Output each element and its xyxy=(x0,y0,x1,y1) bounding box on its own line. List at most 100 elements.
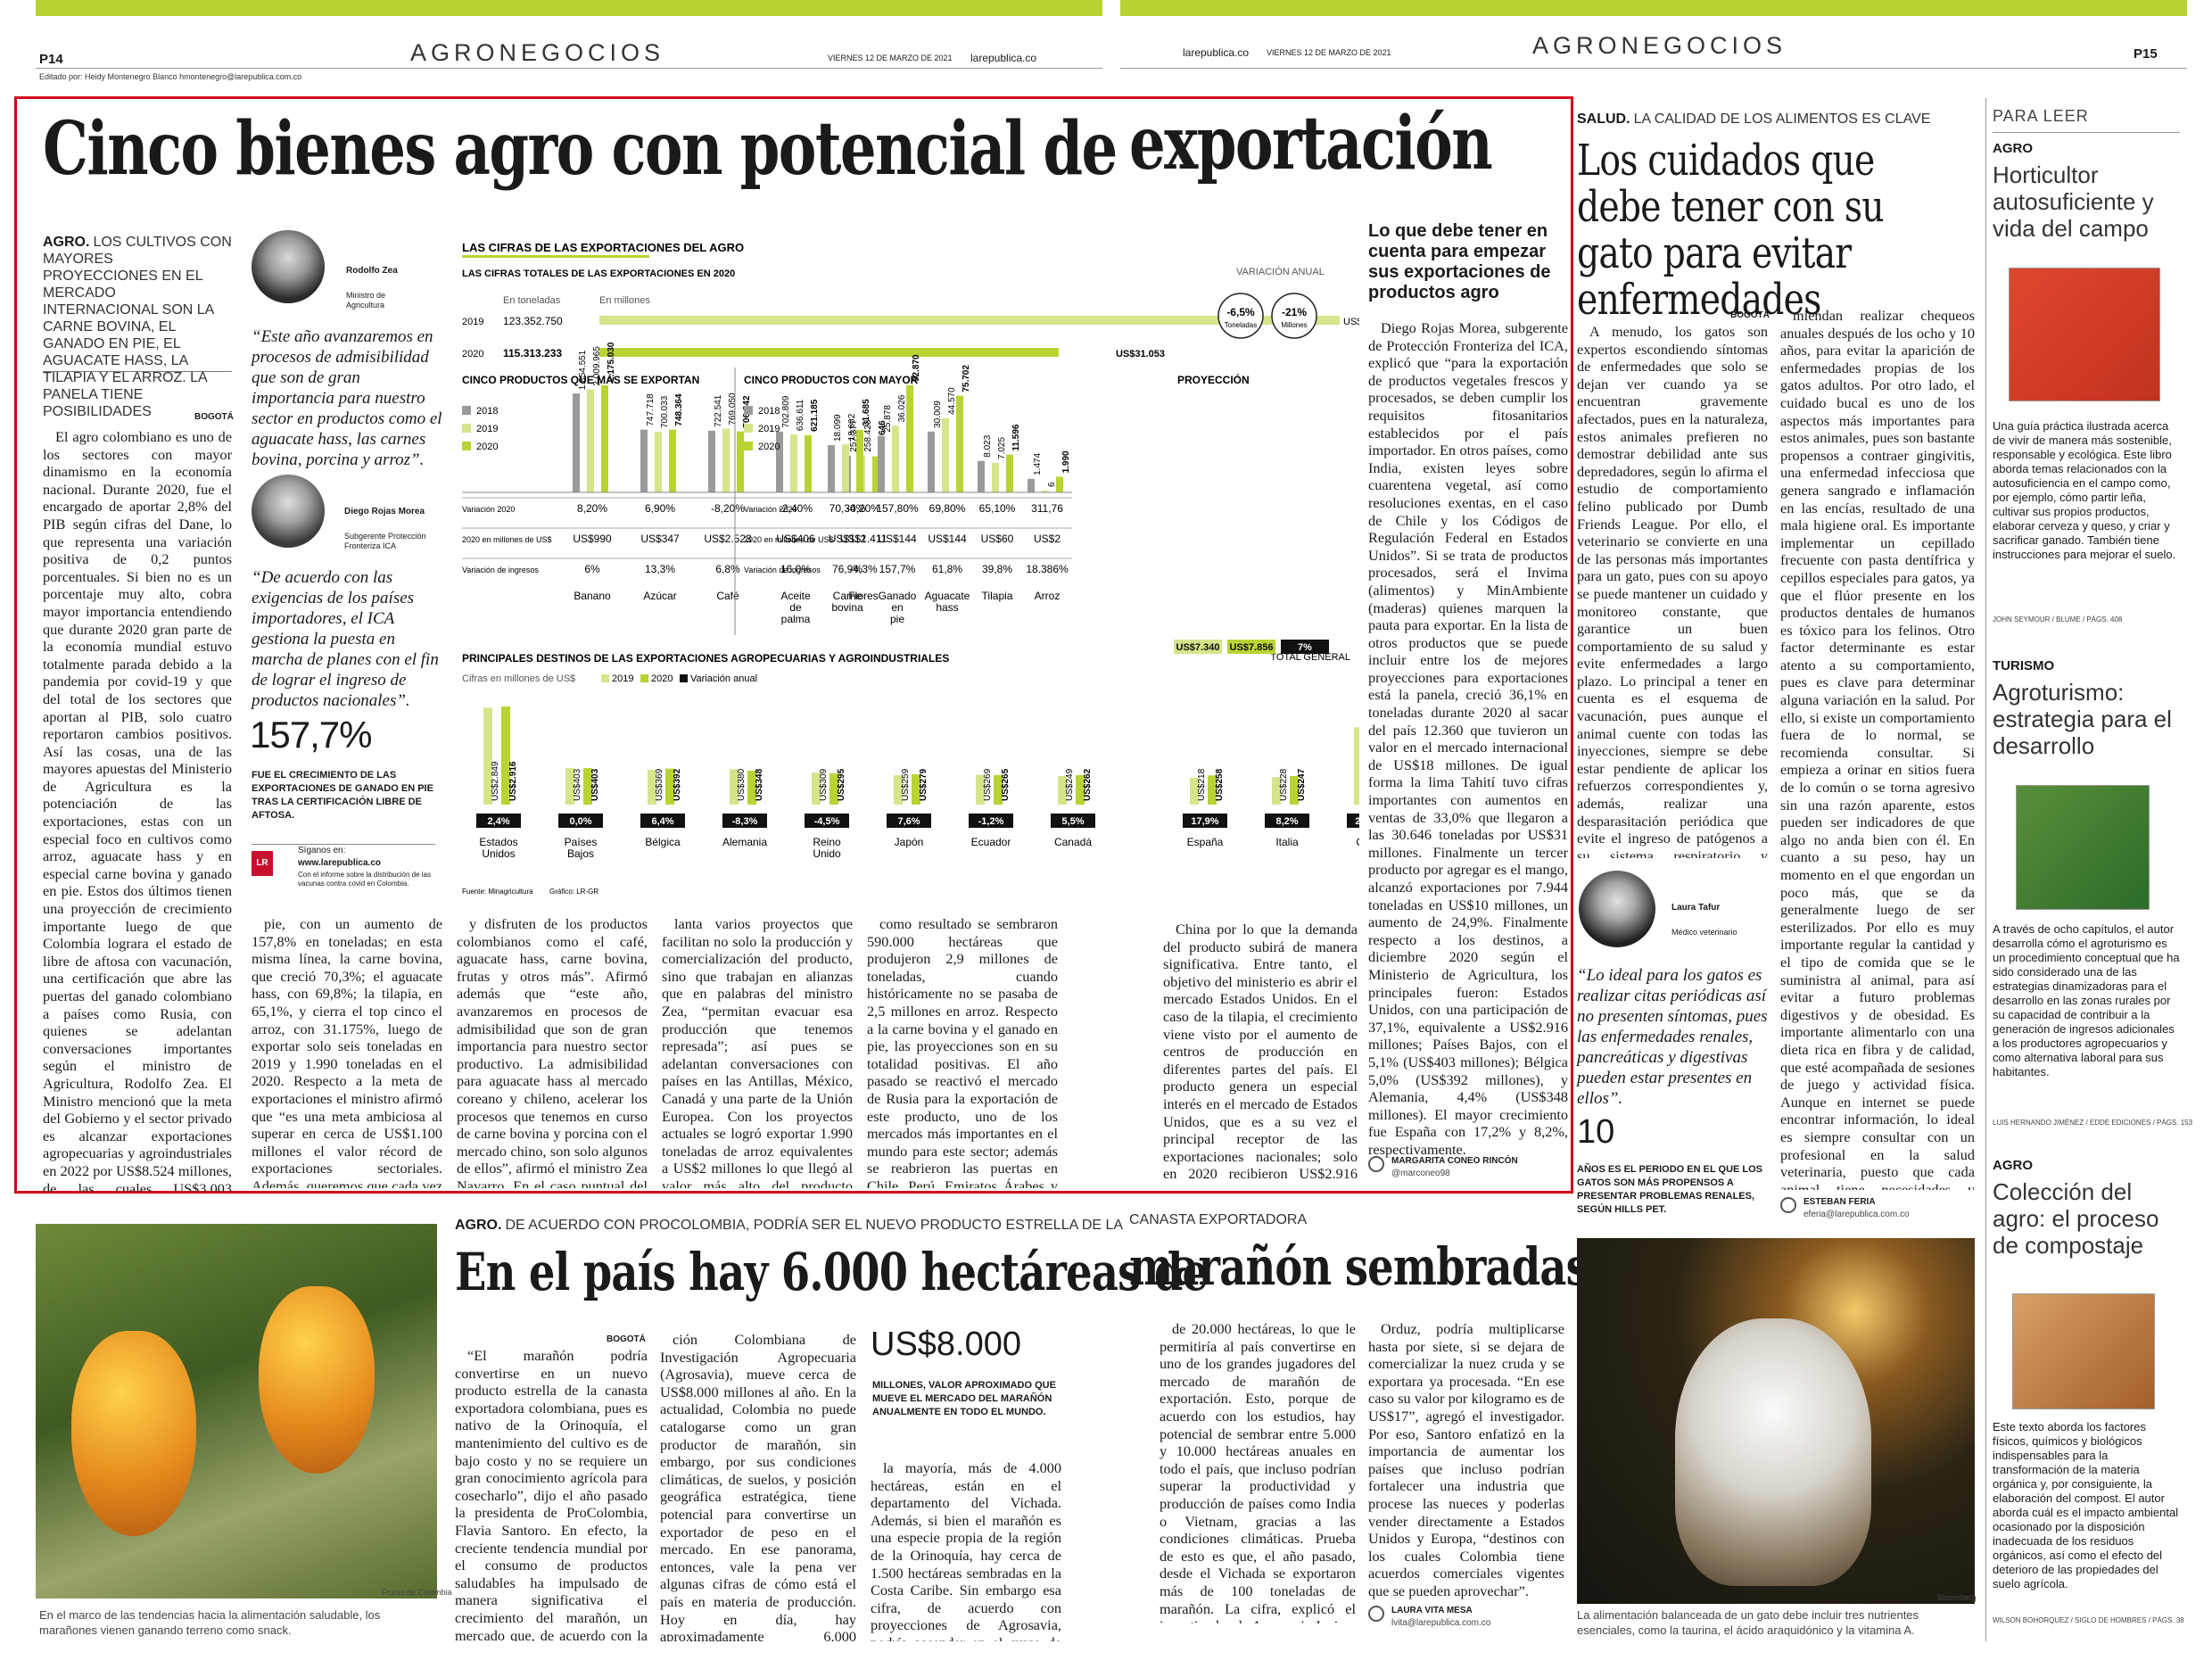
dest-bar xyxy=(648,769,656,805)
maranon-deck-b: CANASTA EXPORTADORA xyxy=(1129,1212,1308,1227)
proj-bar-label: 75.702 xyxy=(962,365,971,392)
lower-body-col2: y disfruten de los productos colombianos… xyxy=(457,915,648,1188)
dest-bar xyxy=(501,706,510,805)
cashew-photo-credit: Frutas de Colombia xyxy=(382,1588,452,1597)
proj-bar-label: 92.870 xyxy=(912,354,921,382)
proj-bar xyxy=(1028,478,1035,492)
top5-bar-label: 769.050 xyxy=(728,392,738,425)
maranon-col2: ción Colombiana de Investigación Agropec… xyxy=(660,1331,856,1641)
book3-cover xyxy=(2012,1293,2155,1409)
dest-variation-box xyxy=(887,814,931,828)
gato-kicker: SALUD. xyxy=(1577,112,1630,127)
proj-row-value: 39,8% xyxy=(982,563,1012,575)
highlight-frame xyxy=(14,96,1573,1194)
header-rule-left xyxy=(36,68,1102,69)
top5-row-value: 6,8% xyxy=(715,563,740,575)
dest-category-label: Países xyxy=(565,836,598,848)
dest-category-label: Bajos xyxy=(567,847,594,860)
proj-category-label: en xyxy=(891,601,903,614)
top5-bar-label: 2.175.030 xyxy=(607,342,616,382)
variation-title: VARIACIÓN ANUAL xyxy=(1236,266,1325,277)
totals-tons-label: 115.313.233 xyxy=(503,347,562,359)
dest-category-label: Reino xyxy=(813,836,841,848)
dest-variation-box xyxy=(805,814,849,828)
dest-bar-label: US$2.849 xyxy=(491,761,500,801)
proj-category-label: Arroz xyxy=(1035,590,1061,602)
variation-unit: Toneladas xyxy=(1225,321,1257,329)
side-body-text: Diego Rojas Morea, subgerente de Protecc… xyxy=(1368,319,1568,1158)
cashew-photo xyxy=(36,1224,437,1599)
dest-bar xyxy=(812,772,821,805)
top5-bar xyxy=(872,456,879,492)
proj-bar-label: 30.009 xyxy=(933,401,943,428)
site-right: larepublica.co xyxy=(1183,46,1250,59)
proj-category-label: Carne xyxy=(833,590,863,602)
gato-col2-text: miendan realizar chequeos anuales despué… xyxy=(1780,307,1975,1190)
lower-body-col3: lanta varios proyectos que facilitan no … xyxy=(662,915,853,1188)
diego-rojas-avatar xyxy=(252,475,325,548)
proj-bar xyxy=(856,429,863,492)
maranon-kicker: AGRO. xyxy=(455,1218,502,1233)
proj-row-value: US$144 xyxy=(878,533,917,545)
page-date-left: VIERNES 12 DE MARZO DE 2021 xyxy=(828,54,953,62)
top5-bar-label: 257.377 xyxy=(849,419,859,452)
top5-row-value: -4,3% xyxy=(849,563,878,575)
dest-bar xyxy=(583,768,592,805)
dest-bar-label: US$392 xyxy=(673,768,682,801)
dest-bar xyxy=(665,768,674,805)
maranon-col1: “El marañón podría convertirse en un nue… xyxy=(455,1347,648,1641)
proj-row-value: 157,7% xyxy=(879,563,916,575)
proj-bar xyxy=(956,395,963,492)
dest-variation-box xyxy=(1051,814,1095,828)
follow-link[interactable]: www.larepublica.co xyxy=(298,858,381,868)
lower-body-col5-text: China por lo que la demanda del producto… xyxy=(1163,921,1358,1179)
top5-bar-label: 722.541 xyxy=(714,394,723,427)
proj-bar xyxy=(978,460,985,492)
site-left: larepublica.co xyxy=(970,52,1037,64)
maranon-byline-icon xyxy=(1368,1606,1384,1622)
main-deck: AGRO. LOS CULTIVOS CON MAYORES PROYECCIO… xyxy=(43,234,232,420)
dest-category-label: Japón xyxy=(895,836,924,848)
proj-bar-label: 6 xyxy=(1047,482,1057,487)
header-accent-bar-left xyxy=(36,0,1102,16)
top5-bar-label: 748.364 xyxy=(674,393,684,426)
book1-title: Horticultor autosuficiente y vida del ca… xyxy=(1993,161,2154,242)
top5-row-value: 16,0% xyxy=(780,563,811,575)
book2-kicker: TURISMO xyxy=(1993,658,2055,673)
stat-value: 157,7% xyxy=(250,714,372,756)
top5-bar xyxy=(601,385,608,492)
proj-row-value: US$2 xyxy=(1034,533,1061,545)
page-date-right: VIERNES 12 DE MARZO DE 2021 xyxy=(1267,48,1391,57)
top5-category-label: Flores xyxy=(848,590,878,602)
laura-tafur-avatar xyxy=(1579,871,1655,947)
proj-bar-label: 25.878 xyxy=(883,405,893,433)
proj-bar xyxy=(878,435,885,492)
dest-bar xyxy=(730,769,739,805)
maranon-deck: DE ACUERDO CON PROCOLOMBIA, PODRÍA SER E… xyxy=(505,1218,1124,1233)
maranon-byline-email: lvita@larepublica.com.co xyxy=(1391,1618,1491,1628)
dest-bar-label: US$369 xyxy=(655,768,664,801)
dest-bar-label: US$380 xyxy=(737,768,747,801)
dest-category-label: Italia xyxy=(1275,836,1299,848)
dest-variation-box xyxy=(476,814,521,828)
top5-row-label: 2020 en millones de US$ xyxy=(462,535,552,544)
proj-row-label: Variación de ingresos xyxy=(744,566,821,574)
proj-title: CINCO PRODUCTOS CON MAYOR xyxy=(744,374,919,386)
maranon-col1-text: “El marañón podría convertirse en un nue… xyxy=(455,1347,648,1641)
top5-legend-swatch xyxy=(462,424,471,433)
maranon-headline-part2: marañón sembradas xyxy=(1129,1236,1589,1297)
variation-value: -6,5% xyxy=(1226,306,1255,318)
proj-row-value: US$60 xyxy=(981,533,1014,545)
dest-variation-value: 7,6% xyxy=(897,816,920,827)
proj-bar-label: 8.023 xyxy=(983,434,993,457)
lower-body-col1: pie, con un aumento de 157,8% en tonelad… xyxy=(252,915,442,1188)
proj-row-value: US$144 xyxy=(928,533,967,545)
dest-unit: Cifras en millones de US$ xyxy=(462,673,575,684)
top5-bar xyxy=(722,428,730,492)
proj-category-label: Tilapia xyxy=(982,590,1013,602)
dest-bar xyxy=(1190,777,1199,805)
dest-bar xyxy=(483,707,492,805)
maranon-headline-part1: En el país hay 6.000 hectáreas de xyxy=(455,1242,1209,1302)
quote-2: “De acuerdo con las exigencias de los pa… xyxy=(252,568,439,710)
proj-bar xyxy=(992,462,999,492)
